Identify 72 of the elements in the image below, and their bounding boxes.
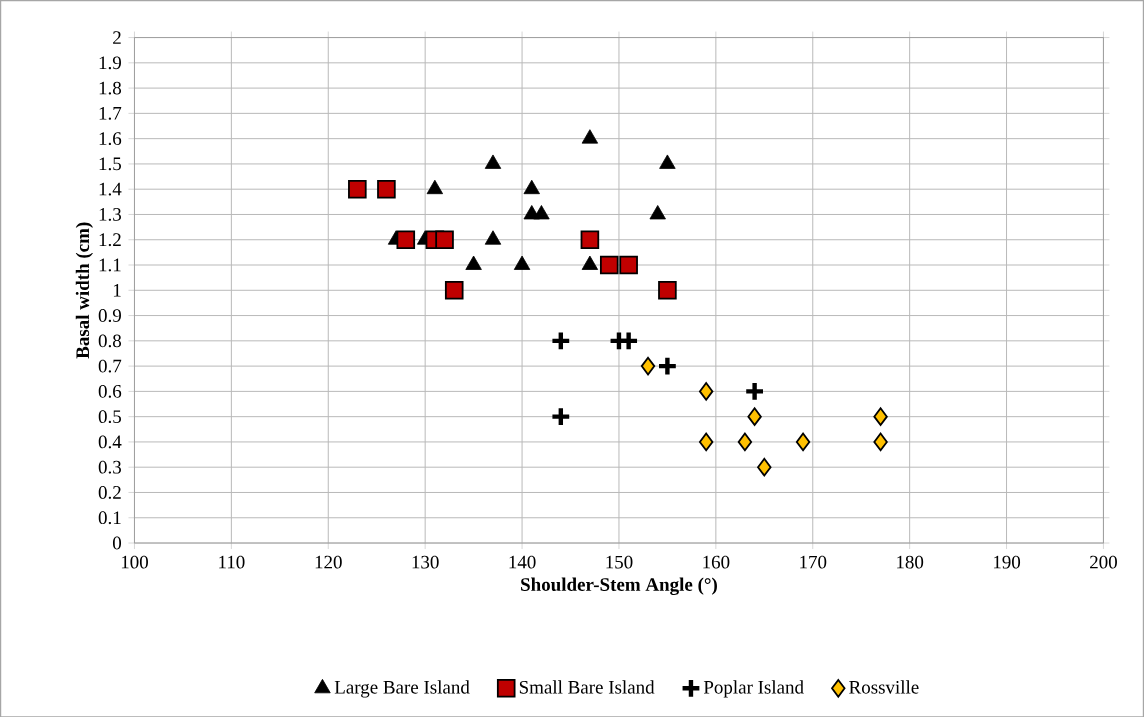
point xyxy=(698,381,714,401)
y-tick-label: 2 xyxy=(113,31,121,44)
y-tick-label: 0.7 xyxy=(98,359,122,373)
point xyxy=(873,432,888,451)
point xyxy=(444,280,464,300)
point xyxy=(619,255,638,275)
x-axis-title: Shoulder-Stem Angle (°) xyxy=(521,577,717,595)
y-tick-label: 0.1 xyxy=(98,511,121,524)
y-tick-label: 1.5 xyxy=(99,157,121,171)
point xyxy=(659,154,676,169)
x-tick-label: 130 xyxy=(412,555,439,569)
y-tick-label: 1.7 xyxy=(99,106,122,120)
point xyxy=(744,380,766,402)
legend-label: Rossville xyxy=(849,680,919,694)
y-tick-label: 0.5 xyxy=(98,409,121,423)
y-tick-label: 1.2 xyxy=(99,233,121,246)
point xyxy=(348,179,367,199)
y-tick-label: 1.3 xyxy=(99,207,121,221)
y-tick-label: 0 xyxy=(112,536,122,550)
point xyxy=(757,457,772,477)
x-tick-label: 170 xyxy=(800,555,827,569)
point xyxy=(523,179,540,194)
point xyxy=(513,255,531,270)
y-tick-label: 1.9 xyxy=(99,56,121,70)
point xyxy=(435,230,454,249)
point xyxy=(795,432,811,451)
legend-label: Small Bare Island xyxy=(519,680,655,694)
x-tick-label: 120 xyxy=(315,555,342,569)
y-tick-label: 0.9 xyxy=(98,308,121,322)
point xyxy=(533,204,550,220)
point xyxy=(618,330,640,352)
point xyxy=(658,280,677,300)
point xyxy=(550,330,572,352)
point xyxy=(640,356,656,376)
point xyxy=(550,405,572,428)
legend-label: Poplar Island xyxy=(703,680,804,698)
point xyxy=(581,255,599,270)
y-axis-title: Basal width (cm) xyxy=(75,222,93,359)
point xyxy=(747,407,762,426)
y-tick-label: 1.8 xyxy=(99,81,122,95)
y-tick-label: 1.4 xyxy=(99,182,122,196)
y-tick-label: 0.8 xyxy=(98,334,122,348)
y-tick-label: 0.4 xyxy=(98,435,122,449)
point xyxy=(465,255,482,270)
point xyxy=(873,407,888,426)
x-tick-label: 140 xyxy=(509,555,536,569)
legend-label: Large Bare Island xyxy=(334,680,470,698)
y-tick-label: 1.1 xyxy=(99,258,121,272)
point xyxy=(426,179,444,194)
point xyxy=(484,154,502,169)
y-tick-label: 1 xyxy=(113,283,121,297)
y-tick-label: 0.3 xyxy=(98,460,121,474)
x-tick-label: 150 xyxy=(606,555,633,569)
x-tick-label: 160 xyxy=(703,555,730,569)
point xyxy=(377,179,396,199)
x-tick-label: 180 xyxy=(897,555,924,569)
point xyxy=(396,230,416,249)
x-tick-label: 200 xyxy=(1090,555,1117,569)
point xyxy=(649,204,666,220)
y-tick-label: 0.2 xyxy=(98,485,121,499)
point xyxy=(656,355,678,377)
point xyxy=(737,432,753,451)
point xyxy=(580,230,600,249)
point xyxy=(581,129,599,144)
y-tick-label: 0.6 xyxy=(98,384,122,398)
point xyxy=(698,432,714,451)
point xyxy=(599,255,619,275)
point xyxy=(484,230,502,245)
x-tick-label: 100 xyxy=(121,555,148,569)
y-tick-label: 1.6 xyxy=(99,132,122,145)
x-tick-label: 190 xyxy=(993,555,1021,569)
x-tick-label: 110 xyxy=(219,555,245,569)
